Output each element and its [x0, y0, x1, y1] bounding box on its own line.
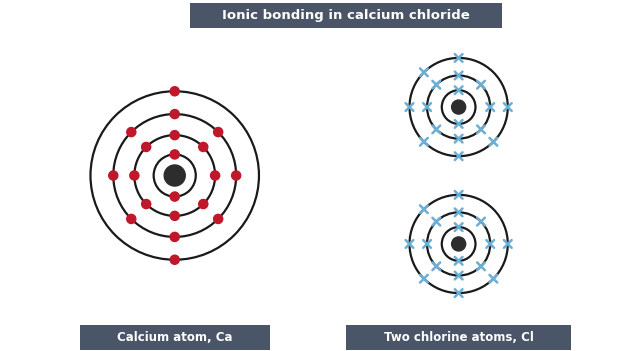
Circle shape	[130, 171, 139, 180]
Circle shape	[170, 255, 179, 264]
FancyBboxPatch shape	[190, 3, 502, 28]
Circle shape	[109, 171, 118, 180]
Circle shape	[170, 110, 179, 119]
FancyBboxPatch shape	[346, 325, 571, 350]
Circle shape	[452, 100, 466, 114]
Circle shape	[170, 150, 179, 159]
Circle shape	[142, 199, 151, 208]
Circle shape	[232, 171, 241, 180]
Circle shape	[213, 127, 223, 137]
Text: Ionic bonding in calcium chloride: Ionic bonding in calcium chloride	[222, 9, 470, 22]
Circle shape	[164, 165, 185, 186]
FancyBboxPatch shape	[80, 325, 270, 350]
Text: Two chlorine atoms, Cl: Two chlorine atoms, Cl	[384, 331, 534, 344]
Circle shape	[170, 131, 179, 140]
Circle shape	[127, 127, 136, 137]
Circle shape	[170, 211, 179, 220]
Circle shape	[142, 143, 151, 152]
Circle shape	[127, 214, 136, 224]
Circle shape	[170, 87, 179, 96]
Circle shape	[213, 214, 223, 224]
Circle shape	[198, 199, 208, 208]
Circle shape	[210, 171, 220, 180]
Circle shape	[170, 232, 179, 241]
Circle shape	[452, 237, 466, 251]
Circle shape	[170, 192, 179, 201]
Circle shape	[198, 143, 208, 152]
Text: Calcium atom, Ca: Calcium atom, Ca	[117, 331, 233, 344]
